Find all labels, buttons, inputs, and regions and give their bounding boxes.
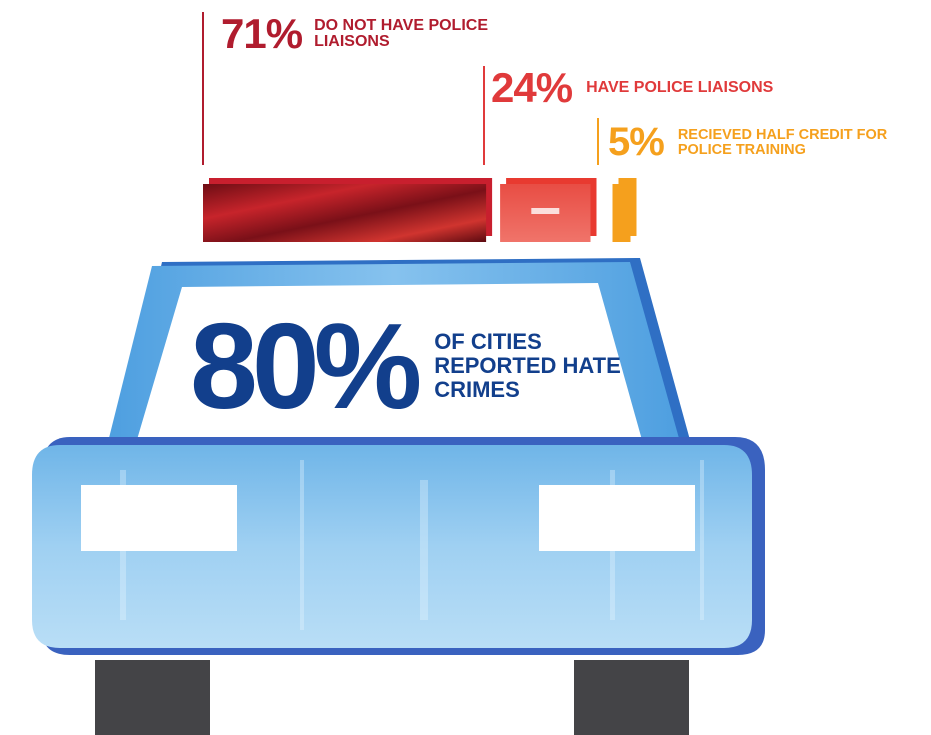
headlight-right [539,485,695,551]
light-bar-segment-5 [612,184,631,242]
stat-callout-71: 71% DO NOT HAVE POLICE LIAISONS [221,10,514,58]
tire-right [574,660,689,735]
tire-left [95,660,210,735]
stat-percentage: 71% [221,10,303,57]
stat-label: DO NOT HAVE POLICE LIAISONS [314,17,488,50]
light-bar [203,178,637,242]
stat-percentage: 5% [608,120,665,164]
headline-percentage: 80% [190,298,422,434]
light-bar-highlight [531,208,560,214]
headline-label: OF CITIES REPORTED HATE CRIMES [434,329,621,402]
stat-label: HAVE POLICE LIAISONS [586,79,774,96]
headlight-left [81,485,237,551]
windshield [136,283,642,443]
stat-percentage: 24% [491,64,573,111]
stat-callout-24: 24% HAVE POLICE LIAISONS [491,64,773,112]
stat-callout-5: 5% RECIEVED HALF CREDIT FOR POLICE TRAIN… [608,120,918,165]
stat-label: RECIEVED HALF CREDIT FOR POLICE TRAINING [677,127,888,158]
light-bar-segment-71 [203,184,487,242]
headline-stat: 80% OF CITIES REPORTED HATE CRIMES [190,305,624,427]
